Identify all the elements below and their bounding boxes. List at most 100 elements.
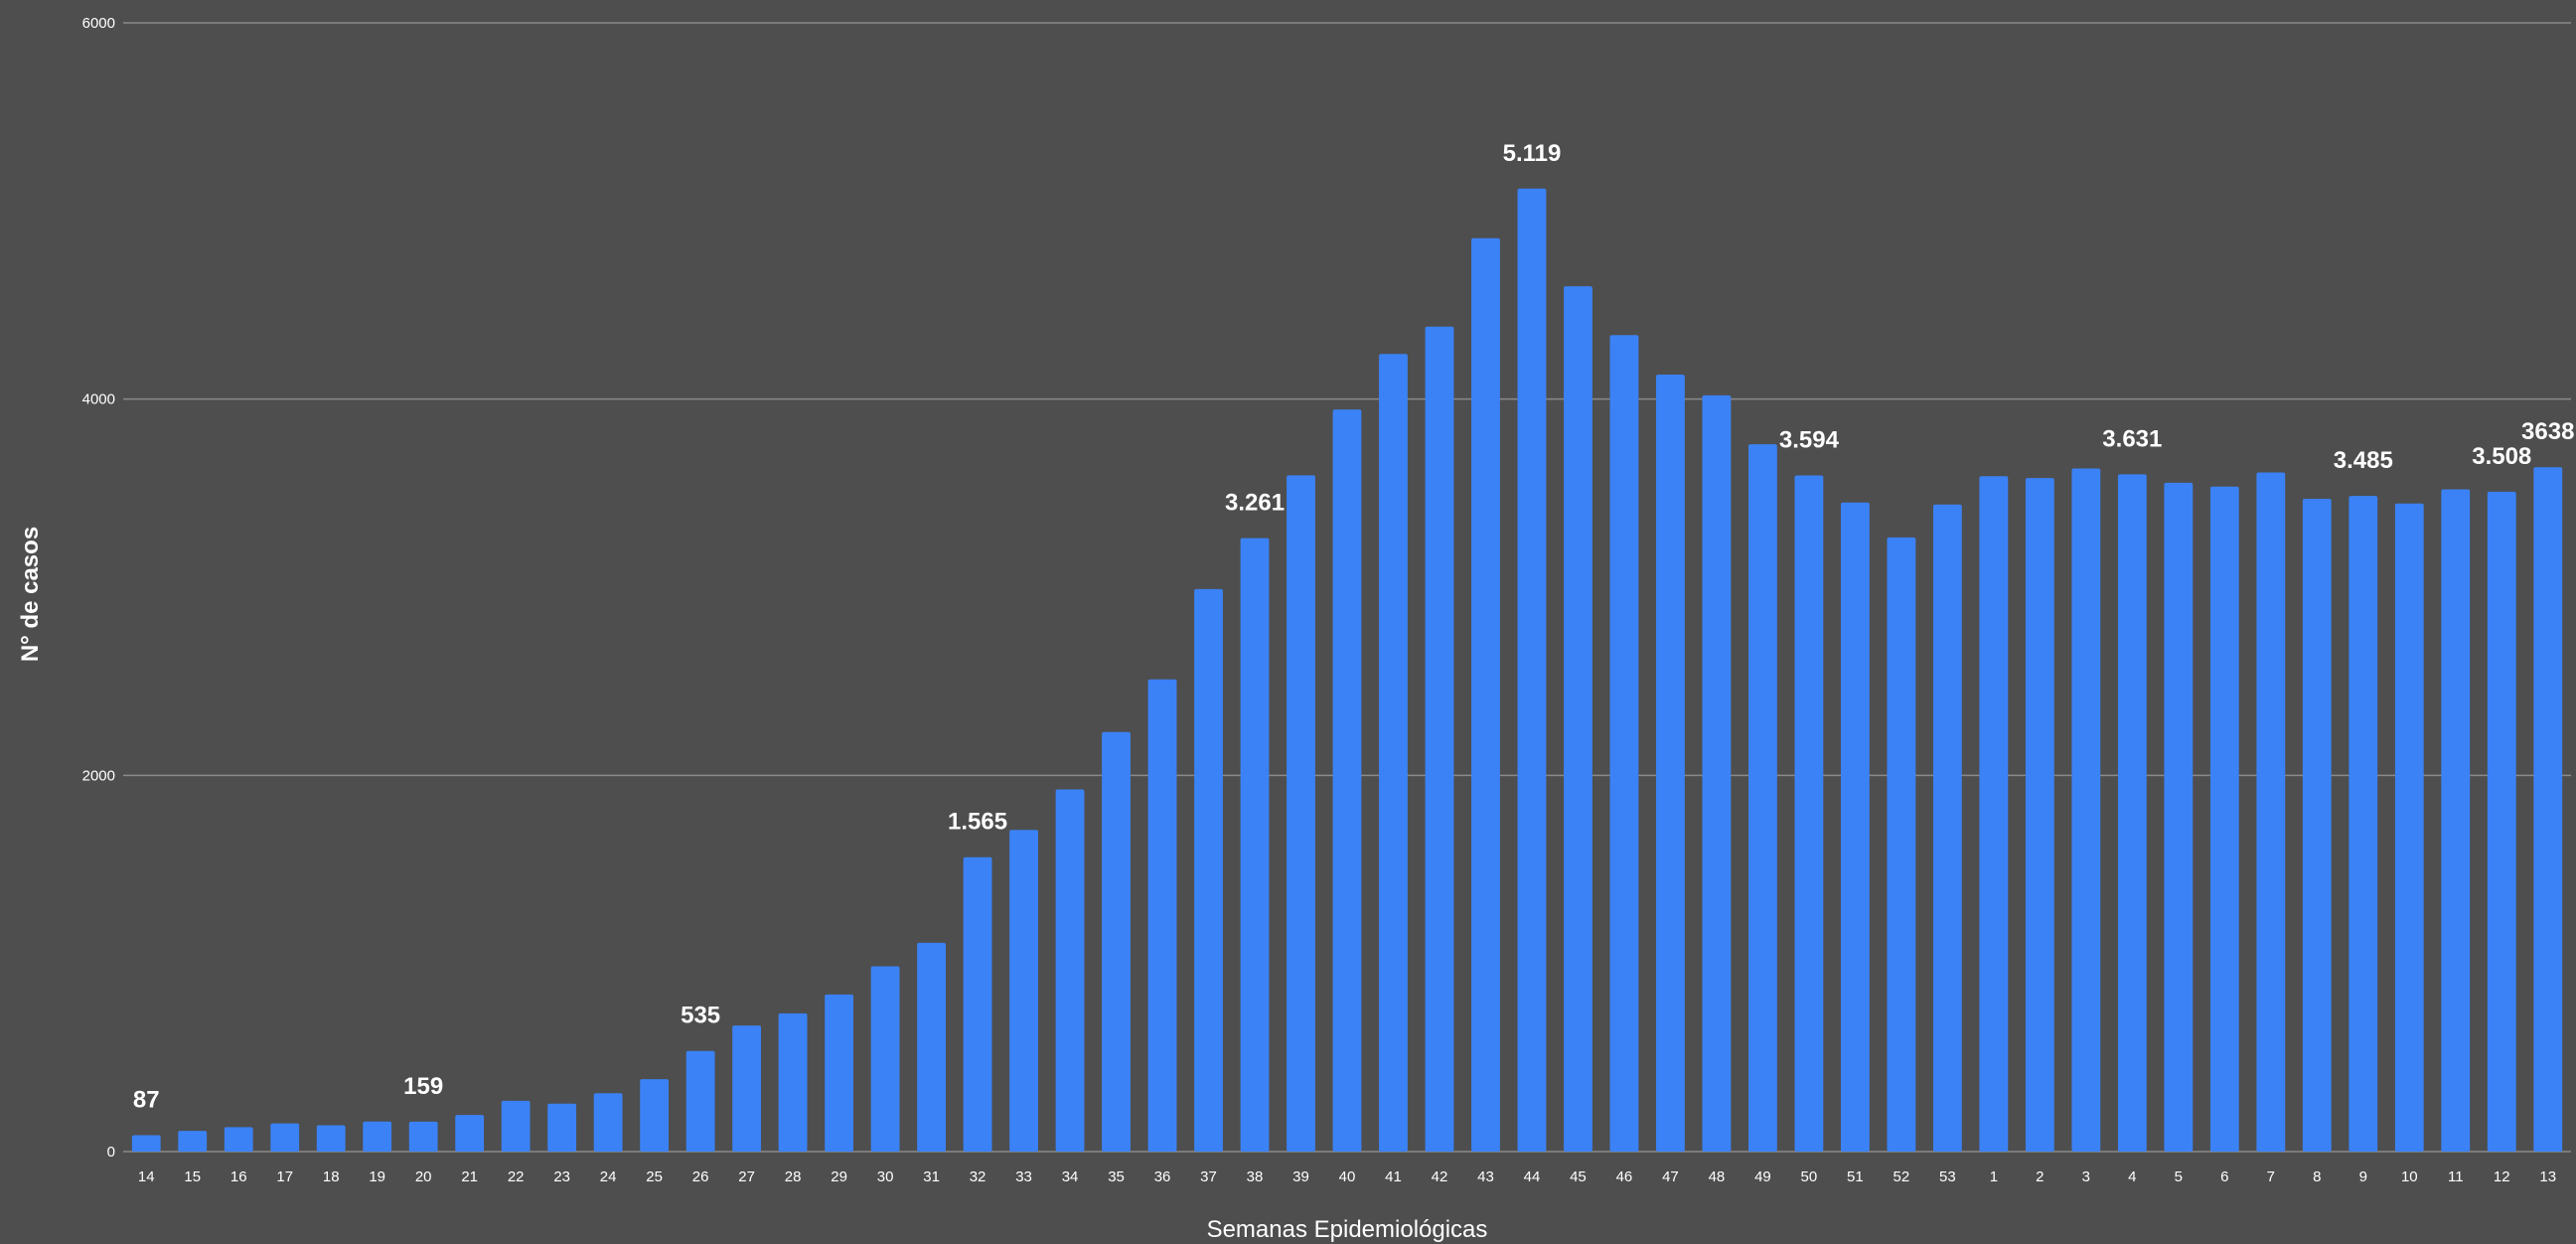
x-tick-label: 28	[785, 1168, 802, 1185]
y-axis-title: N° de casos	[17, 527, 44, 662]
data-label: 87	[133, 1087, 160, 1114]
bar-week-32	[963, 856, 992, 1152]
x-tick-label: 41	[1385, 1168, 1402, 1185]
bar-week-29	[825, 994, 854, 1152]
x-tick-label: 32	[970, 1168, 986, 1185]
bar-week-33	[1009, 830, 1038, 1152]
bar-week-24	[593, 1093, 623, 1152]
bar-week-50	[1794, 475, 1824, 1152]
x-tick-label: 27	[738, 1168, 755, 1185]
bar-week-45	[1564, 286, 1592, 1153]
bar-week-42	[1425, 326, 1454, 1153]
x-tick-label: 15	[184, 1168, 201, 1185]
x-tick-label: 5	[2175, 1168, 2183, 1185]
x-tick-label: 30	[877, 1168, 894, 1185]
y-tick-label: 0	[107, 1144, 115, 1161]
bar-week-1	[1979, 476, 2009, 1152]
bar-week-46	[1609, 335, 1639, 1152]
x-tick-label: 29	[831, 1168, 847, 1185]
bar-week-53	[1932, 504, 1962, 1152]
bar-week-31	[917, 942, 946, 1152]
data-label: 159	[403, 1073, 443, 1100]
x-tick-label: 21	[461, 1168, 478, 1185]
bar-week-48	[1702, 394, 1732, 1152]
x-tick-label: 34	[1062, 1168, 1079, 1185]
bar-week-12	[2487, 491, 2516, 1152]
x-tick-label: 42	[1432, 1168, 1448, 1185]
data-label: 3.631	[2102, 425, 2162, 452]
bar-week-13	[2533, 467, 2563, 1152]
bar-week-23	[547, 1103, 577, 1152]
x-tick-label: 9	[2359, 1168, 2367, 1185]
bar-week-25	[640, 1079, 670, 1152]
bar-week-35	[1102, 731, 1131, 1152]
x-tick-label: 18	[323, 1168, 340, 1185]
bar-week-40	[1332, 409, 1362, 1153]
bar-week-16	[224, 1127, 253, 1152]
y-tick-label: 6000	[82, 15, 115, 32]
x-tick-label: 10	[2401, 1168, 2418, 1185]
bars	[131, 188, 2563, 1153]
x-tick-label: 6	[2220, 1168, 2228, 1185]
x-tick-label: 24	[600, 1168, 617, 1185]
bar-week-43	[1471, 237, 1500, 1152]
y-tick-label: 2000	[82, 767, 115, 784]
x-tick-label: 37	[1200, 1168, 1217, 1185]
x-tick-label: 11	[2448, 1168, 2464, 1185]
x-tick-label: 38	[1247, 1168, 1264, 1185]
bar-week-21	[455, 1115, 485, 1152]
bar-week-38	[1240, 538, 1270, 1152]
x-tick-label: 50	[1801, 1168, 1818, 1185]
bar-week-17	[270, 1123, 300, 1152]
x-tick-label: 52	[1894, 1168, 1910, 1185]
x-tick-label: 4	[2128, 1168, 2136, 1185]
bar-week-3	[2071, 468, 2101, 1153]
x-tick-label: 44	[1524, 1168, 1541, 1185]
bar-week-22	[501, 1100, 530, 1152]
bar-week-14	[131, 1135, 161, 1152]
bar-week-15	[178, 1131, 208, 1152]
x-tick-label: 40	[1339, 1168, 1356, 1185]
x-tick-label: 1	[1990, 1168, 1998, 1185]
x-tick-label: 14	[138, 1168, 155, 1185]
bar-week-19	[363, 1121, 392, 1152]
bar-week-49	[1748, 444, 1777, 1152]
x-tick-label: 25	[646, 1168, 663, 1185]
bar-week-5	[2164, 482, 2194, 1152]
x-tick-label: 23	[553, 1168, 570, 1185]
x-tick-label: 19	[369, 1168, 385, 1185]
x-tick-label: 16	[230, 1168, 247, 1185]
bar-week-34	[1055, 789, 1085, 1152]
x-tick-label: 33	[1015, 1168, 1032, 1185]
bar-week-41	[1379, 354, 1408, 1152]
bar-week-2	[2025, 478, 2054, 1153]
x-tick-label: 35	[1108, 1168, 1125, 1185]
x-tick-label: 13	[2539, 1168, 2556, 1185]
x-axis-title: Semanas Epidemiológicas	[1207, 1216, 1488, 1243]
data-label: 3.485	[2334, 447, 2393, 474]
x-tick-label: 8	[2313, 1168, 2321, 1185]
data-label: 5.119	[1503, 140, 1562, 167]
bar-week-28	[778, 1012, 808, 1152]
data-label: 3.594	[1779, 427, 1840, 454]
x-tick-label: 7	[2267, 1168, 2275, 1185]
x-tick-label: 43	[1477, 1168, 1494, 1185]
x-tick-label: 31	[923, 1168, 940, 1185]
bar-week-7	[2256, 472, 2286, 1152]
x-tick-label: 49	[1754, 1168, 1771, 1185]
data-label: 1.565	[948, 809, 1007, 836]
bar-week-52	[1887, 537, 1916, 1152]
x-tick-label: 53	[1939, 1168, 1956, 1185]
bar-week-6	[2209, 486, 2239, 1152]
bar-week-18	[316, 1125, 346, 1152]
bar-week-26	[685, 1050, 715, 1152]
bar-week-10	[2394, 503, 2424, 1152]
x-tick-label: 47	[1662, 1168, 1679, 1185]
y-axis-tick-labels: 0 2000 4000 6000	[82, 15, 115, 1161]
data-labels: 87 159 535 1.565 3.261 5.119 3.594 3.631 3.485 3.…	[133, 140, 2575, 1114]
x-axis-tick-labels: 14 15 16 17 18 19 20 21 22 23 24 25 26 27 28 29 30 31 32 33…	[138, 1168, 2556, 1185]
bar-week-44	[1517, 188, 1547, 1152]
bar-week-4	[2117, 474, 2147, 1152]
x-tick-label: 39	[1292, 1168, 1309, 1185]
